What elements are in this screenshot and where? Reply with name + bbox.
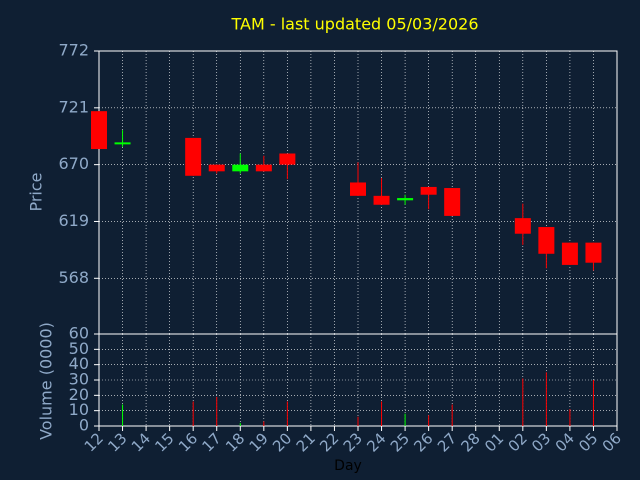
chart-title: TAM - last updated 05/03/2026 bbox=[230, 15, 478, 34]
y-tick-label: 10 bbox=[69, 400, 89, 419]
y-tick-label: 40 bbox=[69, 354, 89, 373]
y-tick-label: 50 bbox=[69, 339, 89, 358]
y-tick-label: 60 bbox=[69, 324, 89, 343]
candle-body bbox=[185, 137, 202, 176]
candle-body bbox=[279, 153, 296, 165]
y-tick-label: 721 bbox=[58, 97, 89, 116]
x-axis-label: Day bbox=[334, 458, 362, 474]
candle-body bbox=[538, 227, 555, 254]
y-tick-label: 568 bbox=[58, 268, 89, 287]
candle-body bbox=[208, 164, 225, 172]
candle-body bbox=[91, 111, 107, 150]
y-axis-label: Price bbox=[27, 172, 46, 211]
candle-body bbox=[255, 164, 272, 172]
y-tick-label: 670 bbox=[58, 154, 89, 173]
y-tick-label: 772 bbox=[58, 41, 89, 60]
candle-body bbox=[232, 164, 249, 172]
y-tick-label: 619 bbox=[58, 211, 89, 230]
candle-body bbox=[561, 242, 578, 265]
y-tick-label: 0 bbox=[79, 416, 89, 435]
y-tick-label: 30 bbox=[69, 370, 89, 389]
y-axis-label: Volume (0000) bbox=[37, 322, 56, 440]
candle-body bbox=[420, 186, 437, 195]
candle-body bbox=[373, 195, 390, 205]
candle-body bbox=[114, 142, 131, 145]
candle-body bbox=[397, 198, 414, 201]
candle-body bbox=[350, 182, 366, 196]
candle-body bbox=[585, 242, 602, 263]
candle-body bbox=[444, 188, 461, 216]
y-tick-label: 20 bbox=[69, 385, 89, 404]
candle-body bbox=[514, 218, 531, 234]
